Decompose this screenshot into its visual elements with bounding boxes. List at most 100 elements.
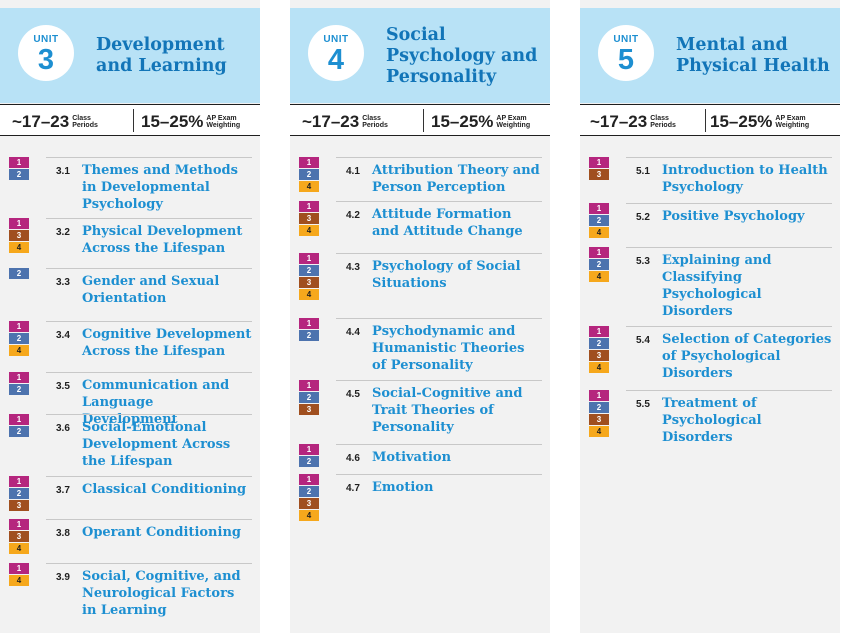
topic-divider: [336, 201, 542, 202]
topic-divider: [46, 157, 252, 158]
topic-divider: [626, 157, 832, 158]
exam-weighting-value: 15–25%: [710, 112, 773, 131]
topic-title: Attribution Theory and Person Perception: [372, 163, 540, 195]
topic-number: 5.5: [636, 399, 650, 410]
topic-title: Introduction to Health Psychology: [662, 163, 828, 195]
skill-tag: 1: [9, 414, 29, 425]
stats-divider: [423, 109, 424, 132]
unit-badge: UNIT 3: [18, 25, 74, 81]
skill-tag: 3: [9, 500, 29, 511]
skill-tag: 1: [589, 390, 609, 401]
unit-title: Development and Learning: [96, 35, 227, 76]
topic-number: 3.3: [56, 277, 70, 288]
topic-title: Explaining and Classifying Psychological…: [662, 253, 772, 319]
skill-tag: 4: [9, 575, 29, 586]
topic-number: 4.4: [346, 327, 360, 338]
skill-tag: 3: [299, 404, 319, 415]
exam-weighting: 15–25% AP Exam Weighting: [431, 112, 530, 134]
skill-tag: 1: [9, 563, 29, 574]
topic-divider: [626, 203, 832, 204]
skill-tag: 1: [299, 444, 319, 455]
skill-tag: 3: [9, 230, 29, 241]
topic-divider: [46, 268, 252, 269]
skill-tag: 3: [589, 414, 609, 425]
topic-divider: [46, 321, 252, 322]
class-periods-label: Class Periods: [362, 114, 388, 130]
topic-title: Emotion: [372, 480, 434, 495]
skill-tag: 2: [9, 384, 29, 395]
topic-number: 3.9: [56, 572, 70, 583]
skill-tag: 2: [589, 215, 609, 226]
skill-tag: 4: [9, 242, 29, 253]
unit-header: UNIT 3 Development and Learning: [0, 8, 260, 103]
topic-number: 4.5: [346, 389, 360, 400]
unit-title: Mental and Physical Health: [676, 35, 830, 76]
skill-tag: 3: [299, 498, 319, 509]
topic-title: Themes and Methods in Developmental Psyc…: [82, 163, 238, 212]
unit-number: 4: [327, 44, 345, 76]
topic-title: Cognitive Development Across the Lifespa…: [82, 327, 252, 359]
unit-badge: UNIT 4: [308, 25, 364, 81]
skill-tag: 3: [589, 169, 609, 180]
skill-tag: 1: [299, 474, 319, 485]
topic-number: 4.1: [346, 166, 360, 177]
stats-divider: [133, 109, 134, 132]
topic-number: 4.7: [346, 483, 360, 494]
topic-number: 4.6: [346, 453, 360, 464]
skill-tag: 2: [299, 392, 319, 403]
unit-number: 5: [617, 44, 635, 76]
skill-tag: 1: [9, 476, 29, 487]
skill-tag: 4: [589, 426, 609, 437]
skill-tag: 2: [589, 338, 609, 349]
topic-number: 4.3: [346, 262, 360, 273]
topic-title: Classical Conditioning: [82, 482, 247, 497]
skill-tag: 1: [299, 157, 319, 168]
topic-number: 5.4: [636, 335, 650, 346]
skill-tag: 2: [9, 333, 29, 344]
skill-tag: 1: [9, 321, 29, 332]
unit-badge: UNIT 5: [598, 25, 654, 81]
skill-tag: 2: [299, 456, 319, 467]
topic-number: 3.7: [56, 485, 70, 496]
unit-number: 3: [37, 44, 55, 76]
unit-word: UNIT: [613, 34, 639, 45]
class-periods: ~17–23 Class Periods: [12, 112, 98, 134]
exam-weighting-label: AP Exam Weighting: [496, 114, 531, 130]
skill-tag: 1: [9, 157, 29, 168]
class-periods-label: Class Periods: [650, 114, 676, 130]
topic-number: 3.4: [56, 330, 70, 341]
skill-tag: 1: [9, 372, 29, 383]
topic-divider: [46, 218, 252, 219]
class-periods-value: ~17–23: [12, 112, 70, 131]
topic-divider: [46, 519, 252, 520]
skill-tag: 1: [299, 201, 319, 212]
skill-tag: 4: [299, 289, 319, 300]
topic-title: Social-Emotional Development Across the …: [82, 420, 231, 469]
topic-divider: [46, 372, 252, 373]
unit-stats: ~17–23 Class Periods 15–25% AP Exam Weightin…: [580, 104, 840, 136]
skill-tag: 3: [299, 277, 319, 288]
skill-tag: 1: [9, 519, 29, 530]
skill-tag: 2: [9, 169, 29, 180]
topic-title: Psychology of Social Situations: [372, 259, 521, 291]
exam-weighting-value: 15–25%: [141, 112, 204, 131]
skill-tag: 4: [589, 271, 609, 282]
topic-divider: [626, 247, 832, 248]
skill-tags: 2: [9, 268, 29, 280]
topic-title: Attitude Formation and Attitude Change: [372, 207, 523, 239]
skill-tag: 3: [299, 213, 319, 224]
topic-title: Gender and Sexual Orientation: [82, 274, 220, 306]
skill-tag: 1: [299, 318, 319, 329]
unit-column: UNIT 4 Social Psychology and Personality…: [290, 0, 550, 633]
